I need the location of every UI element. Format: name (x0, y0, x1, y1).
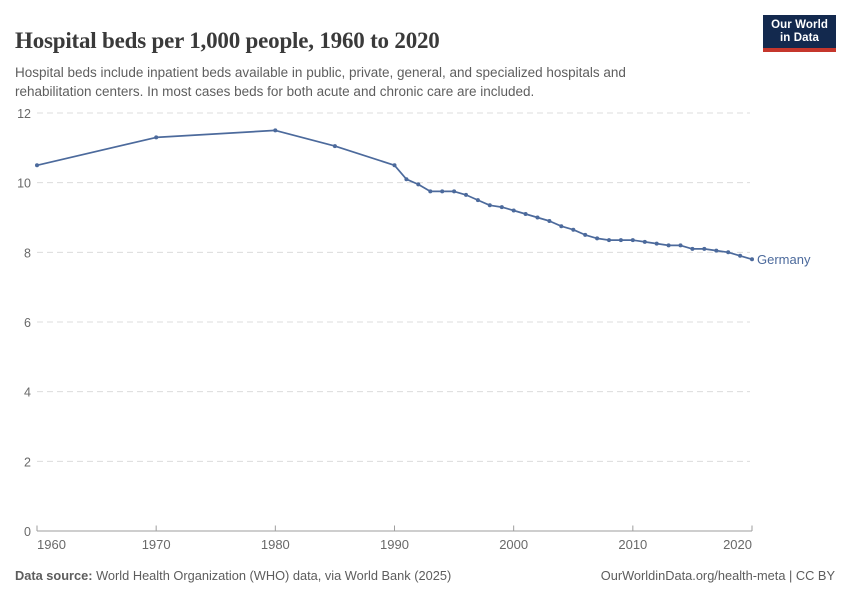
data-point-2010[interactable] (630, 238, 635, 243)
data-point-2018[interactable] (726, 250, 731, 255)
y-tick-label-8: 8 (24, 246, 31, 260)
owid-logo[interactable]: Our World in Data (763, 15, 836, 52)
x-tick-label-1970: 1970 (142, 537, 171, 552)
data-point-1996[interactable] (464, 192, 468, 197)
x-tick-label-1960: 1960 (37, 537, 66, 552)
entity-label-germany[interactable]: Germany (757, 252, 811, 267)
data-point-1960[interactable] (35, 163, 39, 168)
chart-subtitle: Hospital beds include inpatient beds ava… (15, 64, 626, 99)
data-source-note: Data source: World Health Organization (… (15, 567, 451, 584)
data-point-2000[interactable] (511, 208, 516, 213)
data-point-1997[interactable] (475, 198, 480, 203)
data-point-1998[interactable] (487, 203, 492, 208)
y-tick-label-12: 12 (17, 107, 31, 121)
data-point-2008[interactable] (607, 238, 611, 243)
data-point-1980[interactable] (273, 128, 278, 133)
owid-logo-line1: Our World (771, 19, 828, 31)
license-link[interactable]: OurWorldinData.org/health-meta | CC BY (600, 568, 835, 583)
data-point-2014[interactable] (678, 243, 683, 248)
data-point-2007[interactable] (595, 236, 600, 241)
owid-logo-line2: in Data (780, 32, 820, 44)
data-point-1991[interactable] (404, 177, 409, 182)
data-point-1990[interactable] (392, 163, 397, 168)
data-point-2005[interactable] (571, 227, 576, 232)
data-point-1995[interactable] (452, 189, 457, 194)
x-tick-label-1980: 1980 (261, 537, 290, 552)
data-point-1985[interactable] (332, 144, 337, 149)
y-tick-label-6: 6 (24, 316, 31, 330)
data-point-2002[interactable] (535, 215, 540, 220)
y-tick-label-4: 4 (24, 386, 31, 400)
data-point-2004[interactable] (559, 224, 564, 229)
data-point-2011[interactable] (642, 239, 647, 244)
data-point-1993[interactable] (428, 189, 433, 194)
x-tick-label-1990: 1990 (380, 537, 409, 552)
data-point-2019[interactable] (738, 253, 743, 258)
data-point-1999[interactable] (499, 205, 504, 210)
data-point-2015[interactable] (690, 246, 695, 251)
data-point-2013[interactable] (666, 243, 671, 248)
data-point-2020[interactable] (750, 257, 754, 262)
data-point-1992[interactable] (416, 182, 421, 187)
y-tick-label-0: 0 (24, 525, 31, 539)
page-title: Hospital beds per 1,000 people, 1960 to … (15, 28, 440, 54)
data-point-2012[interactable] (654, 241, 659, 246)
y-tick-label-10: 10 (17, 177, 31, 191)
data-point-2003[interactable] (547, 219, 552, 223)
x-tick-label-2010: 2010 (618, 537, 647, 552)
chart-footer: Data source: World Health Organization (… (15, 567, 835, 584)
data-point-2001[interactable] (523, 212, 528, 216)
data-point-2009[interactable] (618, 238, 623, 243)
x-tick-label-2020: 2020 (723, 537, 752, 552)
data-point-2017[interactable] (714, 248, 719, 253)
data-point-2016[interactable] (702, 246, 707, 251)
data-point-1970[interactable] (154, 135, 159, 140)
data-point-2006[interactable] (583, 232, 588, 237)
data-source-text: World Health Organization (WHO) data, vi… (92, 568, 452, 583)
y-tick-label-2: 2 (24, 455, 31, 469)
data-source-label: Data source: (15, 568, 93, 583)
data-point-1994[interactable] (440, 189, 445, 194)
x-tick-label-2000: 2000 (499, 537, 528, 552)
